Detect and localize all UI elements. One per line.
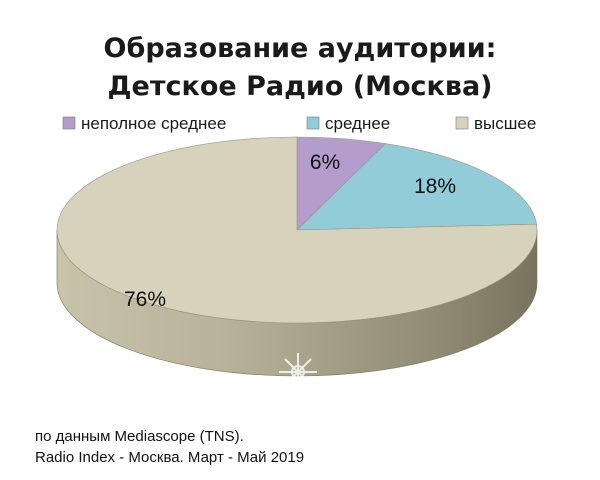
source-line-1: по данным Mediascope (TNS). [35, 428, 244, 445]
legend-label-2: высшее [474, 114, 536, 133]
legend-swatch-0 [62, 116, 76, 130]
legend-label-1: среднее [325, 114, 390, 133]
pie-slice-2 [56, 136, 538, 324]
slice-label-2: 76% [124, 288, 166, 311]
legend-swatch-2 [455, 116, 469, 130]
slice-label-0: 6% [310, 151, 340, 174]
legend-swatch-1 [306, 116, 320, 130]
legend: неполное среднее среднее высшее [62, 114, 536, 133]
chart-title-line-2: Детское Радио (Москва) [107, 71, 492, 102]
slice-label-1: 18% [414, 175, 456, 198]
source-line-2: Radio Index - Москва. Март - Май 2019 [35, 449, 305, 466]
legend-label-0: неполное среднее [81, 114, 226, 133]
watermark-text: ALLEN MEDIA [231, 397, 365, 416]
watermark: ALLEN MEDIA [231, 353, 365, 416]
source-note: по данным Mediascope (TNS). Radio Index … [35, 426, 304, 468]
watermark-star-icon [279, 353, 317, 391]
pie-top-face [56, 136, 538, 324]
chart-title-line-1: Образование аудитории: [104, 33, 497, 64]
pie-slice-1 [296, 143, 537, 231]
